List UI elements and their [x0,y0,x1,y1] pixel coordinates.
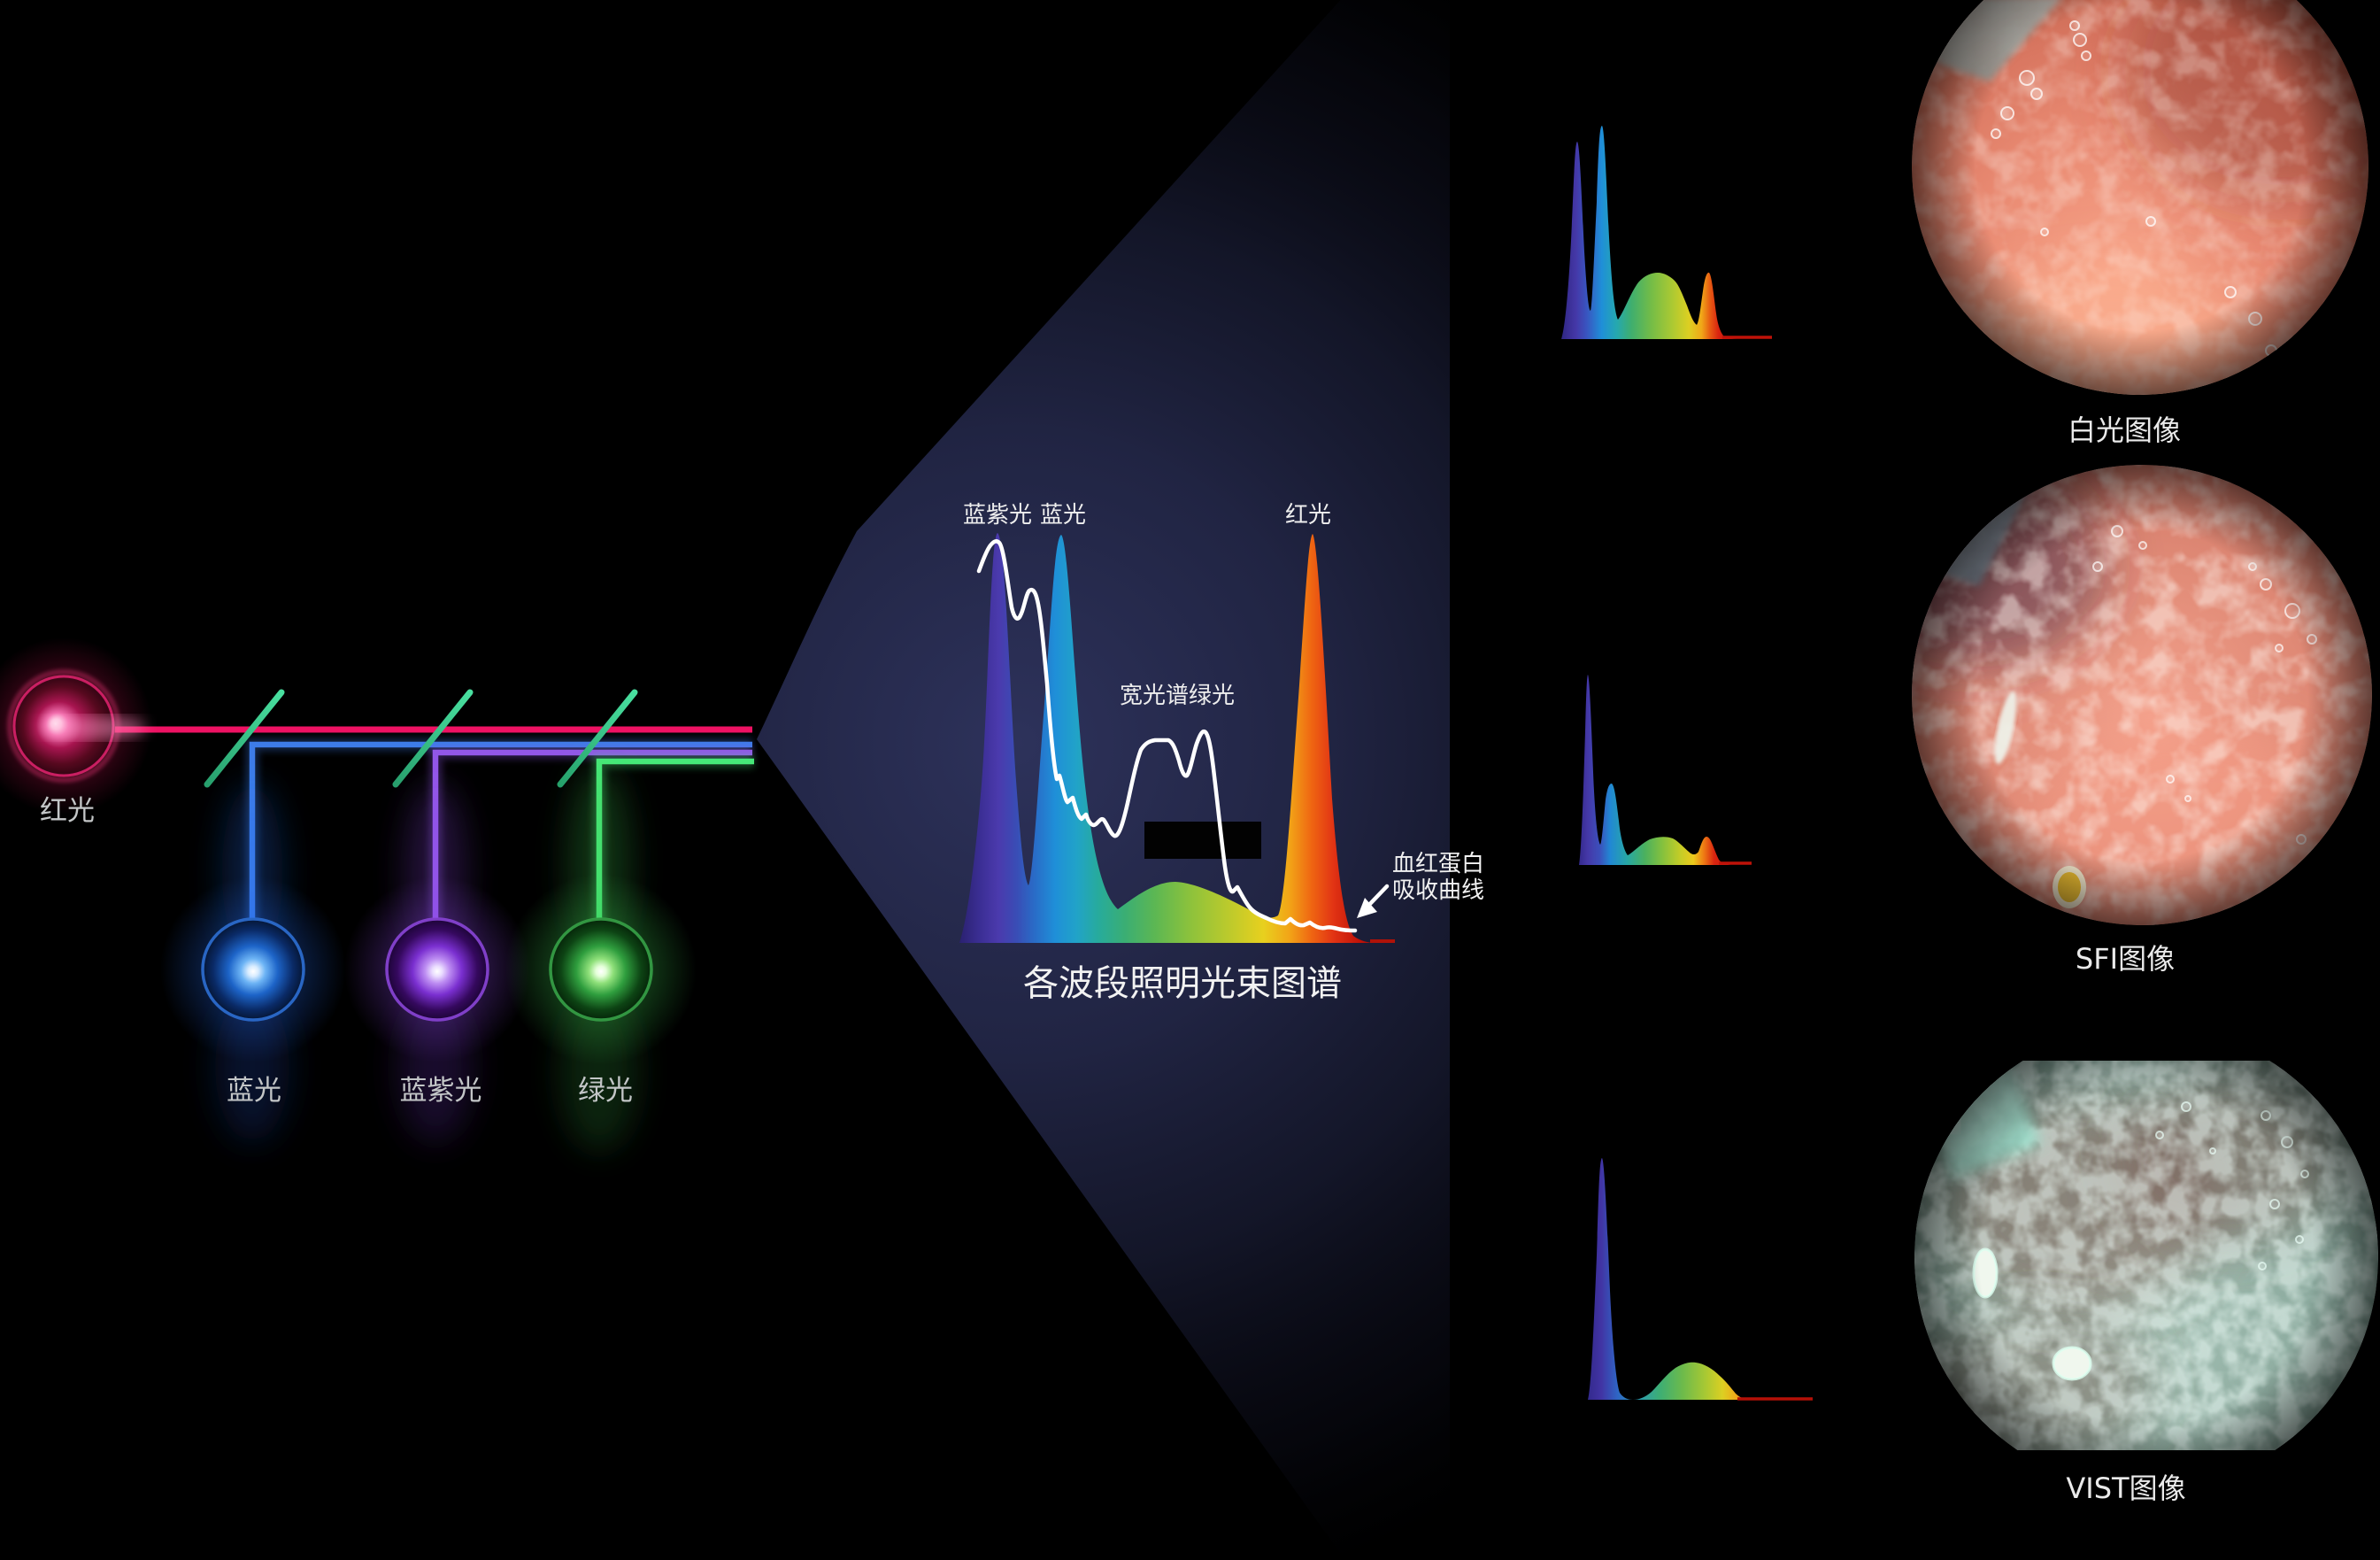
sfi-image-label: SFI图像 [2076,942,2175,976]
violet-peak-label: 蓝紫光 [963,502,1032,529]
vist-mini-envelope [1588,1158,1813,1400]
blue-violet-light-source [344,784,530,1142]
red-light-source [0,637,152,815]
hemoglobin-absorption-curve [976,539,1358,933]
white-light-image-label: 白光图像 [2068,413,2181,447]
sfi-image: SFI图像 [1912,465,2372,976]
wl-mini-envelope [1561,126,1772,339]
green-source-label: 绿光 [578,1075,633,1107]
spectrum-title: 各波段照明光束图谱 [1023,963,1342,1004]
light-source-diagram: 红光 蓝光 蓝紫光 绿光 [0,637,754,1151]
sfi-mini-spectrum [1579,675,1752,865]
white-light-mini-spectrum [1561,126,1772,339]
beam-splitter-2 [392,689,474,788]
red-source-label: 红光 [40,795,95,827]
vist-mini-spectrum [1588,1158,1813,1401]
hemoglobin-label-line1: 血红蛋白 [1392,851,1484,877]
green-band-label: 宽光谱绿光 [1120,683,1235,709]
main-spectrum-chart: 蓝紫光 蓝光 红光 宽光谱绿光 血红蛋白 吸收曲线 各波段照明光束图谱 [959,502,1484,1004]
light-cone-fan [757,0,1450,1560]
blue-peak-label: 蓝光 [1040,502,1086,529]
spectrum-envelope [959,533,1393,943]
blue-source-label: 蓝光 [227,1075,281,1107]
beam-splitter-1 [204,689,285,788]
beam-splitters [204,689,638,788]
censor-box [1144,822,1261,859]
hemoglobin-label-line2: 吸收曲线 [1392,877,1484,904]
sfi-mini-envelope [1579,675,1752,865]
red-peak-label: 红光 [1285,502,1331,529]
hemoglobin-arrow-icon [1357,884,1390,918]
blue-violet-source-label: 蓝紫光 [400,1075,482,1107]
vist-image-label: VIST图像 [2066,1471,2185,1505]
green-light-source [505,766,697,1151]
beam-splitter-3 [557,689,638,788]
vist-image: VIST图像 [1914,1061,2378,1505]
blue-light-source [160,784,346,1142]
